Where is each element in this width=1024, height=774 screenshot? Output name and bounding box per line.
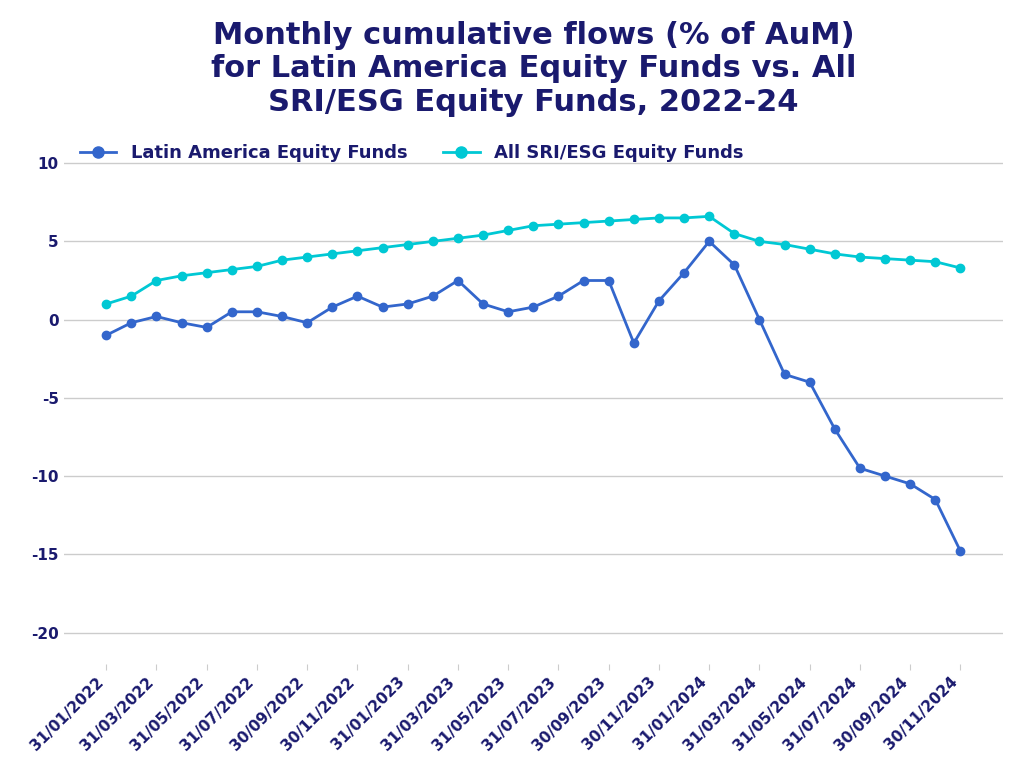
All SRI/ESG Equity Funds — [301, 252, 313, 262]
All SRI/ESG Equity Funds — [427, 237, 439, 246]
Title: Monthly cumulative flows (% of AuM)
for Latin America Equity Funds vs. All
SRI/E: Monthly cumulative flows (% of AuM) for … — [211, 21, 856, 117]
All SRI/ESG Equity Funds — [327, 249, 339, 259]
Latin America Equity Funds — [678, 268, 690, 277]
All SRI/ESG Equity Funds — [854, 252, 866, 262]
Latin America Equity Funds — [401, 300, 414, 309]
All SRI/ESG Equity Funds — [452, 234, 464, 243]
Latin America Equity Funds — [754, 315, 766, 324]
Latin America Equity Funds — [327, 303, 339, 312]
Latin America Equity Funds — [703, 237, 716, 246]
Latin America Equity Funds — [377, 303, 389, 312]
All SRI/ESG Equity Funds — [477, 231, 489, 240]
Latin America Equity Funds — [527, 303, 540, 312]
All SRI/ESG Equity Funds — [879, 254, 891, 263]
All SRI/ESG Equity Funds — [678, 214, 690, 223]
All SRI/ESG Equity Funds — [175, 271, 187, 280]
All SRI/ESG Equity Funds — [728, 229, 740, 238]
Latin America Equity Funds — [728, 260, 740, 269]
All SRI/ESG Equity Funds — [578, 218, 590, 228]
All SRI/ESG Equity Funds — [225, 265, 238, 274]
Latin America Equity Funds — [225, 307, 238, 317]
All SRI/ESG Equity Funds — [754, 237, 766, 246]
All SRI/ESG Equity Funds — [401, 240, 414, 249]
Latin America Equity Funds — [151, 312, 163, 321]
All SRI/ESG Equity Funds — [251, 262, 263, 271]
Legend: Latin America Equity Funds, All SRI/ESG Equity Funds: Latin America Equity Funds, All SRI/ESG … — [73, 137, 751, 170]
All SRI/ESG Equity Funds — [151, 276, 163, 285]
Latin America Equity Funds — [427, 292, 439, 301]
Latin America Equity Funds — [578, 276, 590, 285]
All SRI/ESG Equity Funds — [602, 217, 614, 226]
Line: All SRI/ESG Equity Funds: All SRI/ESG Equity Funds — [102, 212, 965, 308]
All SRI/ESG Equity Funds — [904, 255, 916, 265]
Latin America Equity Funds — [552, 292, 564, 301]
All SRI/ESG Equity Funds — [929, 257, 941, 266]
Latin America Equity Funds — [502, 307, 514, 317]
Latin America Equity Funds — [602, 276, 614, 285]
All SRI/ESG Equity Funds — [804, 245, 816, 254]
All SRI/ESG Equity Funds — [201, 268, 213, 277]
Latin America Equity Funds — [275, 312, 288, 321]
Latin America Equity Funds — [854, 464, 866, 473]
Latin America Equity Funds — [828, 424, 841, 433]
Latin America Equity Funds — [301, 318, 313, 327]
Latin America Equity Funds — [653, 296, 666, 306]
Latin America Equity Funds — [125, 318, 137, 327]
All SRI/ESG Equity Funds — [954, 263, 967, 272]
All SRI/ESG Equity Funds — [828, 249, 841, 259]
Latin America Equity Funds — [175, 318, 187, 327]
Latin America Equity Funds — [100, 330, 113, 340]
All SRI/ESG Equity Funds — [377, 243, 389, 252]
Latin America Equity Funds — [904, 479, 916, 488]
Latin America Equity Funds — [954, 546, 967, 556]
Latin America Equity Funds — [879, 471, 891, 481]
Latin America Equity Funds — [452, 276, 464, 285]
Latin America Equity Funds — [778, 370, 791, 379]
All SRI/ESG Equity Funds — [552, 220, 564, 229]
All SRI/ESG Equity Funds — [527, 221, 540, 231]
Line: Latin America Equity Funds: Latin America Equity Funds — [102, 237, 965, 555]
All SRI/ESG Equity Funds — [275, 255, 288, 265]
Latin America Equity Funds — [628, 338, 640, 348]
Latin America Equity Funds — [351, 292, 364, 301]
Latin America Equity Funds — [251, 307, 263, 317]
All SRI/ESG Equity Funds — [125, 292, 137, 301]
Latin America Equity Funds — [477, 300, 489, 309]
Latin America Equity Funds — [804, 378, 816, 387]
All SRI/ESG Equity Funds — [653, 214, 666, 223]
All SRI/ESG Equity Funds — [351, 246, 364, 255]
All SRI/ESG Equity Funds — [100, 300, 113, 309]
All SRI/ESG Equity Funds — [778, 240, 791, 249]
Latin America Equity Funds — [201, 323, 213, 332]
All SRI/ESG Equity Funds — [628, 215, 640, 224]
Latin America Equity Funds — [929, 495, 941, 504]
All SRI/ESG Equity Funds — [502, 226, 514, 235]
All SRI/ESG Equity Funds — [703, 212, 716, 221]
